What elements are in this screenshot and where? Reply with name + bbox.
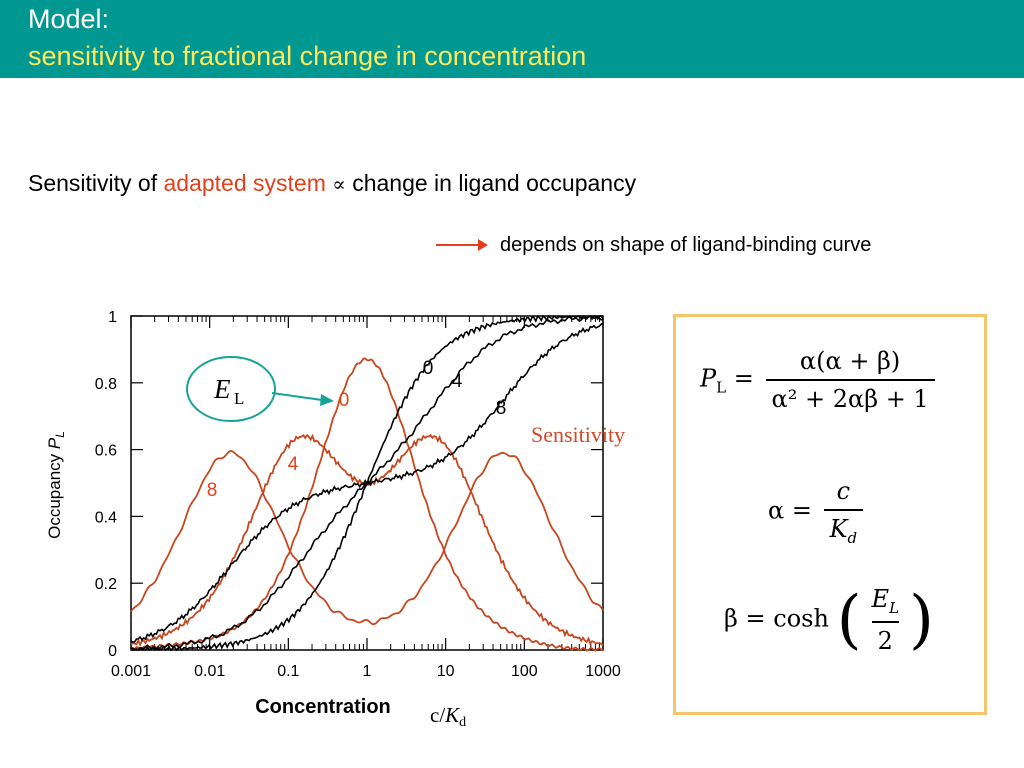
statement-highlight: adapted system bbox=[163, 170, 326, 196]
pl-lhs: P bbox=[700, 364, 717, 393]
alpha-equation: α = c Kd bbox=[768, 477, 867, 547]
pl-equation: PL = α(α + β) α² + 2αβ + 1 bbox=[700, 347, 939, 413]
chart-curves bbox=[130, 314, 604, 652]
x-tick-label: 0.01 bbox=[194, 663, 225, 680]
y-axis-label: Occupancy PL bbox=[45, 431, 67, 539]
slide-header: Model: sensitivity to fractional change … bbox=[0, 0, 1024, 78]
occupancy-curve-8 bbox=[130, 322, 604, 643]
statement-suffix: change in ligand occupancy bbox=[345, 170, 637, 196]
beta-denominator: 2 bbox=[871, 620, 899, 655]
beta-fraction: EL 2 bbox=[866, 585, 906, 655]
callout-arrow-head bbox=[320, 394, 334, 406]
sensitivity-curve-4 bbox=[130, 433, 604, 647]
y-tick-label: 0 bbox=[108, 643, 117, 660]
x-axis-secondary-label: c/Kd bbox=[430, 703, 466, 730]
beta-function: cosh bbox=[773, 604, 829, 633]
alpha-numerator: c bbox=[836, 477, 851, 505]
el-callout-sub: L bbox=[234, 389, 244, 408]
pl-fraction: α(α + β) α² + 2αβ + 1 bbox=[765, 347, 935, 413]
y-tick-label: 0.8 bbox=[95, 376, 117, 393]
el-callout-bubble bbox=[186, 356, 276, 422]
x-tick-label: 0.1 bbox=[277, 663, 299, 680]
slide-subtitle: sensitivity to fractional change in conc… bbox=[28, 41, 587, 71]
el-callout-label: E bbox=[213, 374, 231, 404]
sensitivity-series-label-4: 4 bbox=[288, 454, 299, 475]
x-axis-label: Concentration bbox=[255, 696, 391, 718]
proportional-symbol: ∝ bbox=[332, 172, 346, 196]
x-tick-label: 1 bbox=[363, 663, 372, 680]
occupancy-series-label-8: 8 bbox=[496, 398, 507, 419]
alpha-fraction: c Kd bbox=[823, 477, 864, 547]
beta-numerator: EL bbox=[871, 585, 900, 617]
pl-lhs-sub: L bbox=[716, 378, 727, 397]
x-tick-label: 1000 bbox=[585, 663, 621, 680]
callout-arrow-line bbox=[271, 392, 323, 401]
arrow-note: depends on shape of ligand-binding curve bbox=[436, 232, 871, 258]
beta-equation: β = cosh ( EL 2 ) bbox=[724, 582, 935, 657]
occupancy-series-label-0: 0 bbox=[423, 358, 434, 379]
sensitivity-curve-8 bbox=[130, 449, 604, 626]
formula-box: PL = α(α + β) α² + 2αβ + 1 α = c Kd β = … bbox=[673, 314, 987, 715]
y-tick-label: 1 bbox=[108, 309, 117, 326]
y-tick-label: 0.2 bbox=[95, 576, 117, 593]
x-tick-label: 10 bbox=[437, 663, 455, 680]
alpha-lhs: α bbox=[768, 496, 785, 525]
x-tick-label: 100 bbox=[511, 663, 538, 680]
statement-prefix: Sensitivity of bbox=[28, 170, 164, 196]
beta-lhs: β bbox=[724, 604, 738, 633]
pl-denominator: α² + 2αβ + 1 bbox=[765, 379, 935, 413]
occupancy-series-label-4: 4 bbox=[452, 371, 463, 392]
occupancy-chart: 00.20.40.60.810.001 0.01 0.1 1 10 100 10000480… bbox=[45, 309, 625, 730]
y-tick-label: 0.4 bbox=[95, 509, 117, 526]
sensitivity-label: Sensitivity bbox=[531, 422, 625, 447]
sensitivity-series-label-8: 8 bbox=[207, 480, 218, 501]
chart-labels: 00.20.40.60.810.001 0.01 0.1 1 10 100 10000480… bbox=[45, 309, 625, 730]
slide-title: Model: bbox=[28, 4, 110, 34]
arrow-note-text: depends on shape of ligand-binding curve bbox=[500, 234, 872, 256]
sensitivity-statement: Sensitivity of adapted system ∝ change i… bbox=[28, 169, 636, 198]
pl-numerator: α(α + β) bbox=[799, 347, 901, 375]
sensitivity-series-label-0: 0 bbox=[339, 390, 350, 411]
right-arrow-icon bbox=[436, 238, 488, 251]
x-tick-label: 0.001 bbox=[111, 663, 151, 680]
alpha-denominator: Kd bbox=[823, 509, 864, 547]
y-tick-label: 0.6 bbox=[95, 443, 117, 460]
